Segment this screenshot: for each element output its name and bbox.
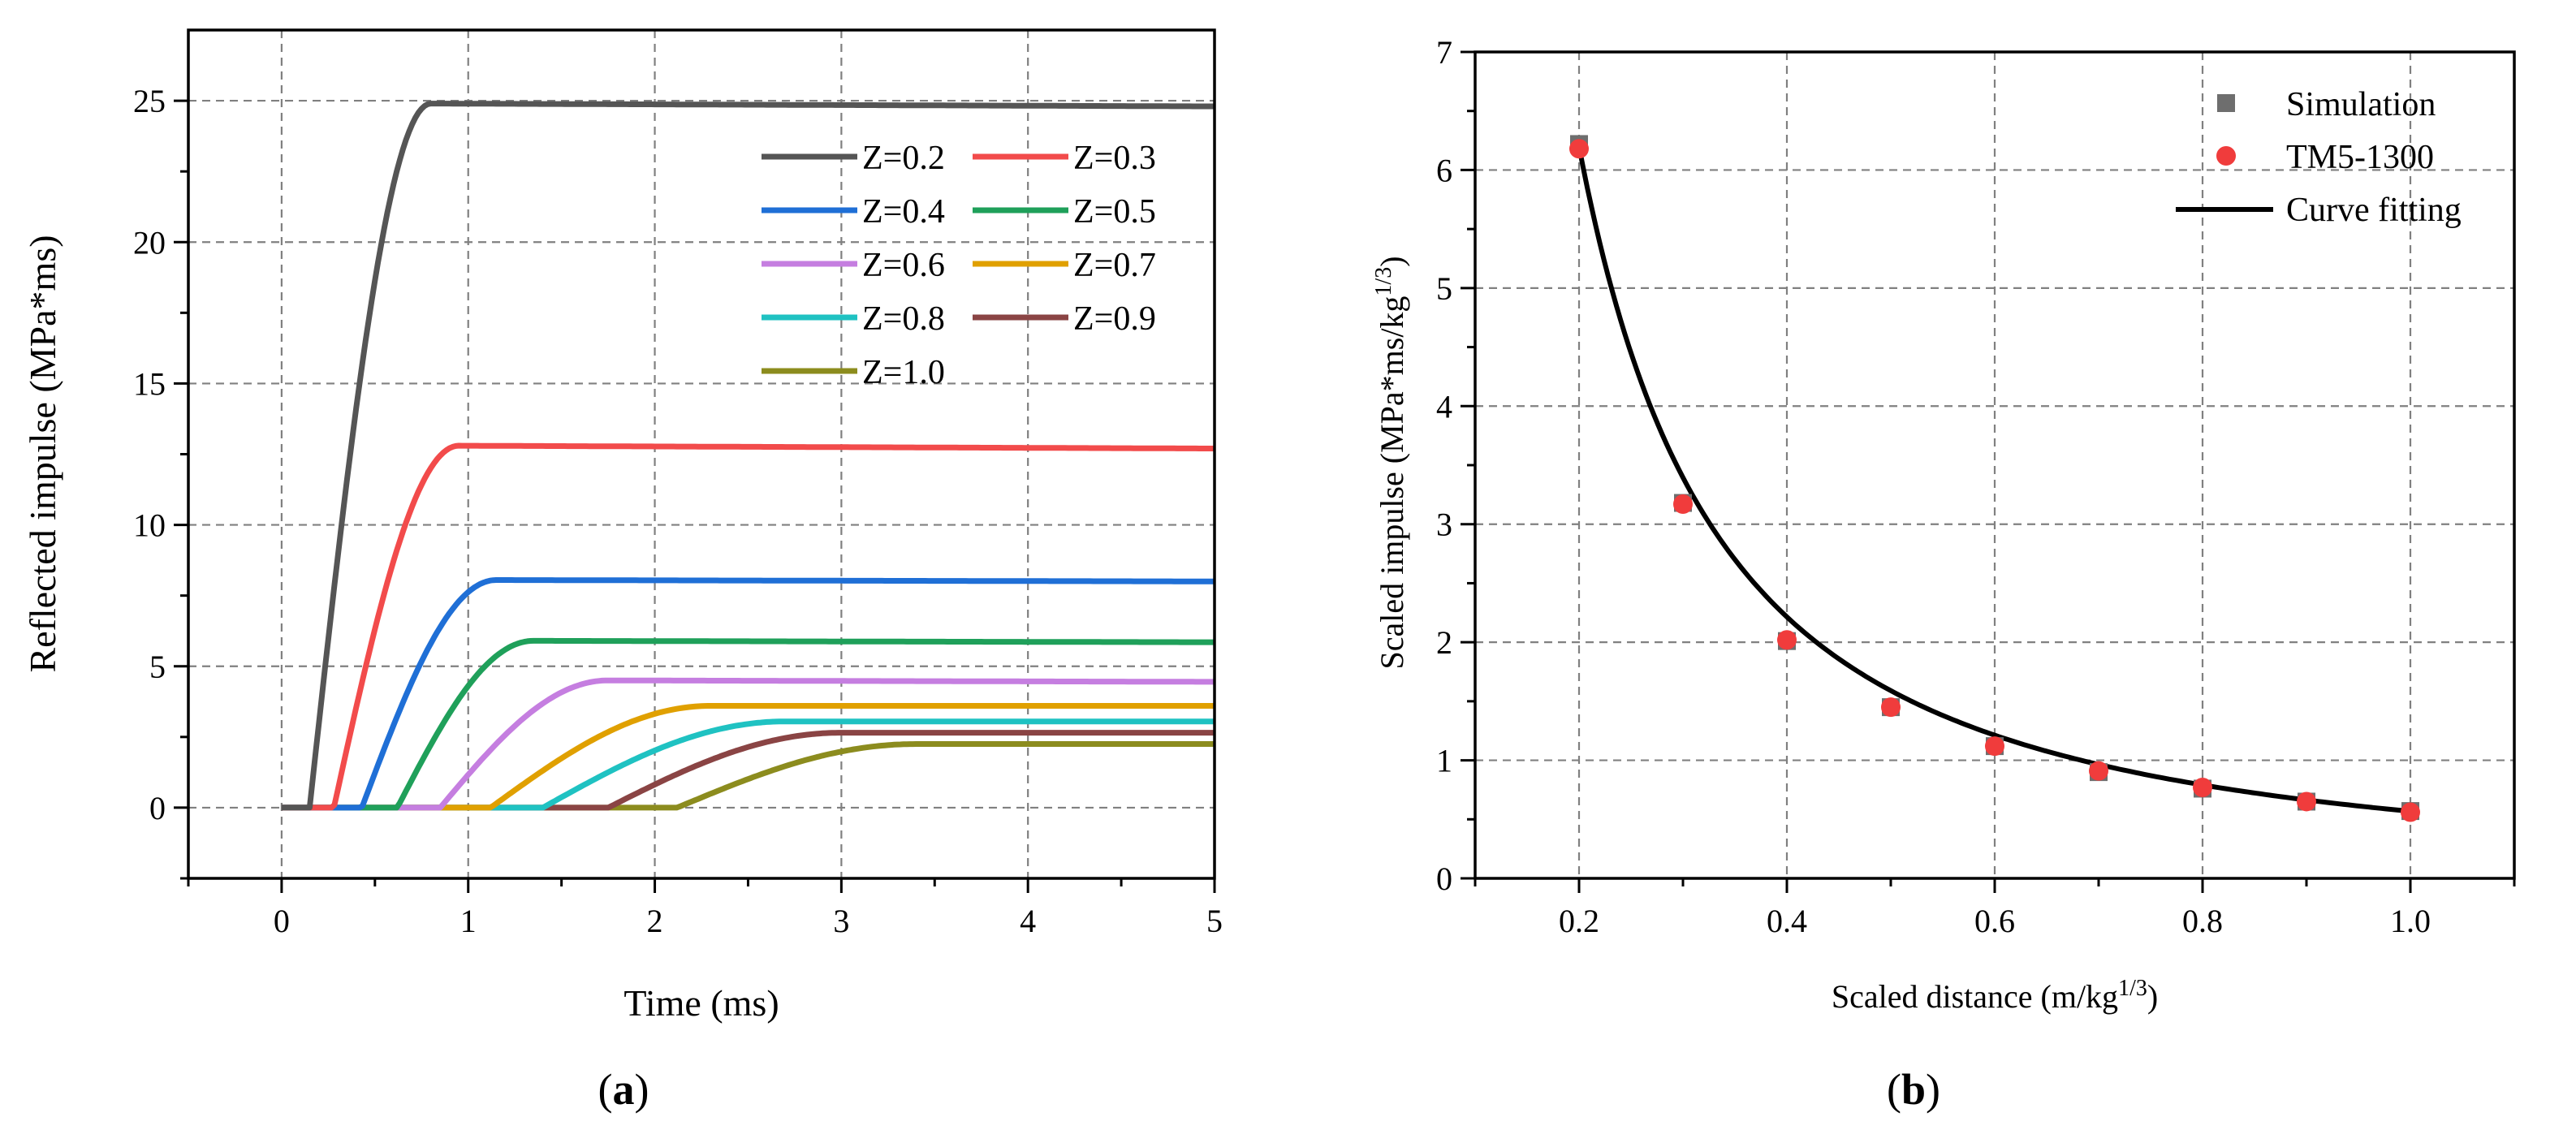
panel-b-y-tick-label: 3 [1436, 507, 1452, 543]
panel-a-x-tick-label: 3 [833, 903, 849, 939]
panel-b-ticks: 0.2 0.4 0.6 0.8 1.0 0 1 2 3 4 5 6 7 [1436, 34, 2516, 939]
panel-b-y-tick-label: 5 [1436, 270, 1452, 307]
panel-a-label-letter: a [613, 1065, 635, 1114]
panel-b-x-axis-title-sup: 1/3 [2118, 976, 2147, 1001]
series-line-z-1-0 [281, 741, 1215, 811]
legend-label-tm5-1300: TM5-1300 [2286, 139, 2434, 176]
legend-label-z-0-2: Z=0.2 [862, 140, 945, 177]
legend-label-z-1-0: Z=1.0 [862, 354, 945, 391]
panel-b-x-tick-label: 0.4 [1767, 903, 1807, 939]
panel-a-label: (a) [598, 1065, 649, 1114]
tm5-1300-point [2193, 778, 2212, 798]
panel-b-x-tick-label: 1.0 [2390, 903, 2431, 939]
panel-b-y-axis-title-main: Scaled impulse (MPa*ms/kg [1374, 296, 1410, 670]
legend-label-z-0-9: Z=0.9 [1073, 300, 1156, 338]
legend-label-z-0-6: Z=0.6 [862, 247, 945, 284]
panel-b-y-tick-label: 7 [1436, 34, 1452, 71]
tm5-1300-point [1673, 494, 1693, 514]
panel-a-x-tick-label: 5 [1206, 903, 1223, 939]
legend-swatch-tm5-1300 [2216, 146, 2236, 166]
panel-a-y-tick-label: 20 [133, 224, 166, 261]
panel-a-x-axis-title: Time (ms) [624, 982, 779, 1024]
series-line-z-0-5 [281, 637, 1215, 811]
panel-a-y-tick-label: 5 [149, 649, 166, 685]
panel-b-x-tick-label: 0.6 [1974, 903, 2015, 939]
panel-b-y-tick-label: 2 [1436, 624, 1452, 661]
panel-a-x-tick-label: 0 [274, 903, 290, 939]
panel-a-y-tick-label: 0 [149, 790, 166, 826]
tm5-1300-point [2089, 761, 2108, 781]
series-line-z-0-6 [281, 677, 1215, 811]
panel-b-x-tick-label: 0.2 [1559, 903, 1599, 939]
series-line-z-0-2 [281, 101, 1215, 811]
legend-label-z-0-7: Z=0.7 [1073, 247, 1156, 284]
panel-a-legend: Z=0.2 Z=0.3 Z=0.4 Z=0.5 Z=0.6 Z=0.7 Z=0.8 Z=0.9… [762, 140, 1156, 391]
series-line-z-0-3 [281, 442, 1215, 811]
tm5-1300-point [2297, 791, 2316, 812]
panel-b: 0.2 0.4 0.6 0.8 1.0 0 1 2 3 4 5 6 7 Simulation TM5-13… [1371, 34, 2516, 1114]
panel-b-x-tick-label: 0.8 [2182, 903, 2223, 939]
panel-a-y-tick-label: 15 [133, 365, 166, 402]
panel-a-series-lines [281, 101, 1215, 811]
panel-b-y-tick-label: 6 [1436, 152, 1452, 188]
tm5-1300-point [1881, 697, 1901, 718]
legend-label-simulation: Simulation [2286, 86, 2436, 123]
tm5-1300-point [1777, 630, 1797, 650]
panel-b-legend: Simulation TM5-1300 Curve fitting [2176, 86, 2462, 229]
legend-swatch-simulation [2217, 94, 2235, 112]
panel-a-x-tick-label: 2 [647, 903, 663, 939]
panel-b-label-letter: b [1901, 1065, 1926, 1114]
fit-curve-line [1577, 145, 2411, 814]
panel-b-x-axis-title-end: ) [2147, 978, 2158, 1015]
panel-b-label: (b) [1887, 1065, 1940, 1114]
series-line-z-0-4 [281, 577, 1215, 811]
panel-a-y-axis-title: Reflected impulse (MPa*ms) [22, 235, 63, 672]
panel-b-data-points [1569, 135, 2420, 822]
panel-b-y-axis-title-sup: 1/3 [1371, 267, 1396, 296]
panel-a-x-tick-label: 1 [460, 903, 477, 939]
panel-b-x-axis-title-main: Scaled distance (m/kg [1832, 978, 2118, 1015]
panel-b-y-axis-title: Scaled impulse (MPa*ms/kg1/3) [1371, 256, 1411, 669]
legend-label-z-0-5: Z=0.5 [1073, 193, 1156, 231]
legend-label-z-0-3: Z=0.3 [1073, 140, 1156, 177]
panel-b-x-axis-title: Scaled distance (m/kg1/3) [1832, 976, 2158, 1016]
tm5-1300-point [1985, 736, 2004, 757]
panel-a-x-tick-label: 4 [1020, 903, 1036, 939]
legend-label-curve-fitting: Curve fitting [2286, 192, 2462, 229]
panel-b-fit-curve [1577, 145, 2411, 814]
panel-a-ticks: 0 1 2 3 4 5 0 5 10 15 20 25 [133, 83, 1223, 939]
legend-label-z-0-8: Z=0.8 [862, 300, 945, 338]
panel-b-y-tick-label: 4 [1436, 388, 1452, 425]
panel-a-y-tick-label: 10 [133, 507, 166, 544]
panel-b-y-tick-label: 1 [1436, 743, 1452, 779]
legend-label-z-0-4: Z=0.4 [862, 193, 945, 231]
tm5-1300-point [1569, 139, 1589, 159]
tm5-1300-point [2401, 802, 2420, 822]
panel-a-y-tick-label: 25 [133, 83, 166, 119]
panel-b-y-axis-title-end: ) [1374, 256, 1410, 266]
panel-b-y-tick-label: 0 [1436, 860, 1452, 897]
